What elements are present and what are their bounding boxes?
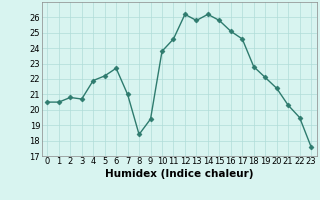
X-axis label: Humidex (Indice chaleur): Humidex (Indice chaleur) xyxy=(105,169,253,179)
